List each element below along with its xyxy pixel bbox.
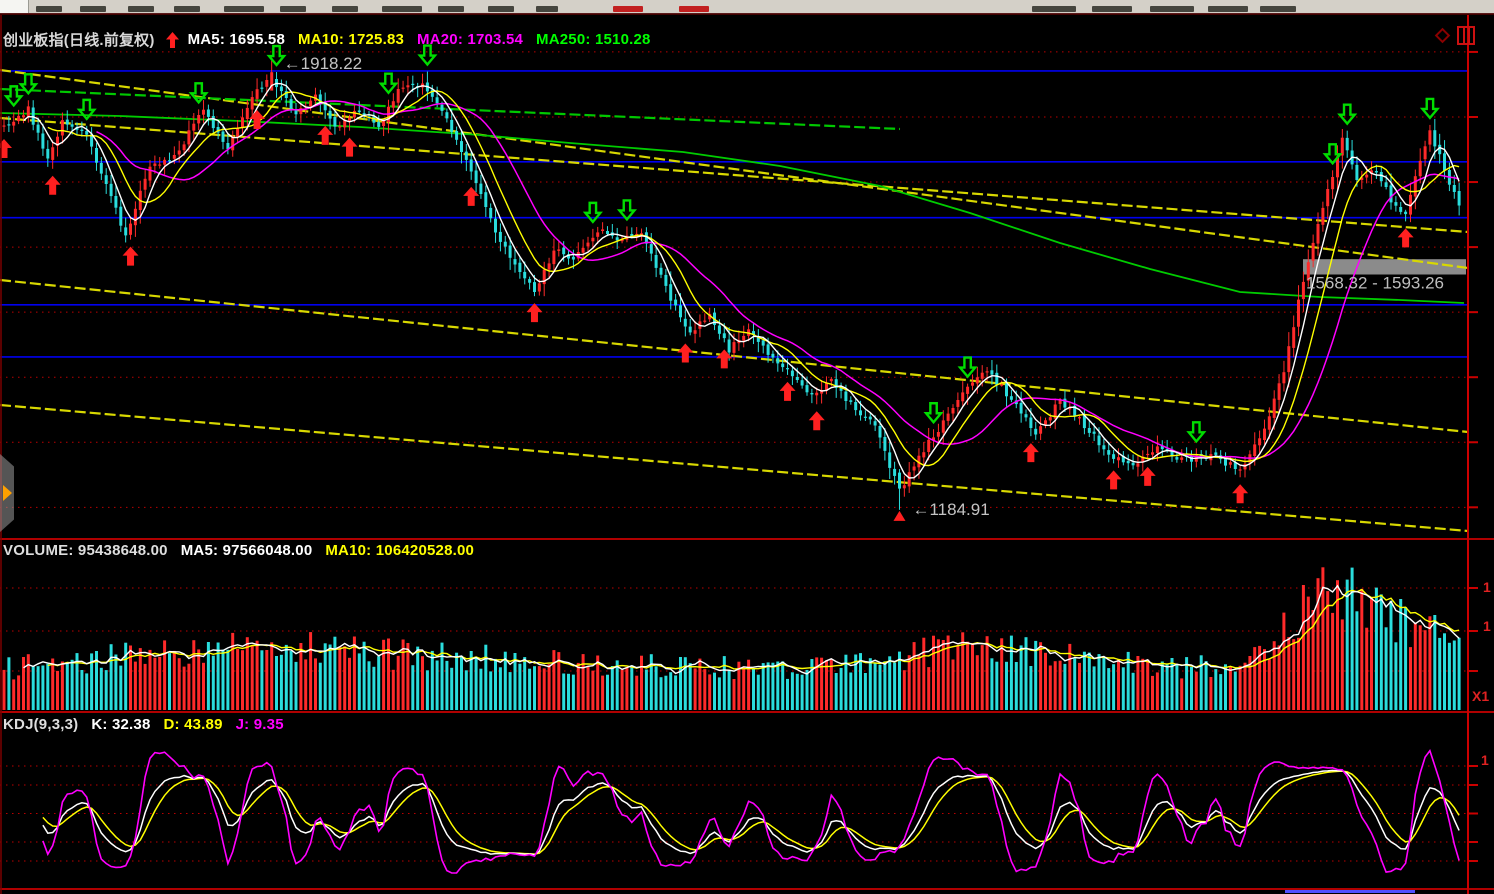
volume-ma5-readout: MA5: 97566048.00 (180, 542, 313, 559)
buy-arrow (317, 125, 334, 145)
volume-bars (2, 567, 1461, 710)
buy-arrow (1105, 470, 1122, 490)
split-view-icon[interactable] (1457, 26, 1476, 45)
sell-arrow (1337, 103, 1358, 126)
main-chart-header: 创业板指(日线.前复权) MA5: 1695.58 MA10: 1725.83 … (3, 29, 664, 50)
sell-arrow (1419, 97, 1441, 120)
signal-arrows (0, 44, 1441, 504)
kdj-header: KDJ(9,3,3) K: 32.38 D: 43.89 J: 9.35 (3, 716, 297, 733)
buy-arrow (779, 381, 796, 401)
volume-multiplier-label: X1 (1472, 688, 1490, 704)
sidebar-expand-handle[interactable] (0, 454, 14, 532)
buy-arrow (122, 246, 139, 266)
volume-ma10-readout: MA10: 106420528.00 (325, 542, 475, 559)
buy-arrow (1397, 228, 1414, 248)
kdj-k-readout: K: 32.38 (91, 716, 151, 733)
chart-corner-tools (1433, 26, 1476, 45)
sell-arrow (378, 72, 399, 95)
buy-arrow (249, 109, 266, 129)
ma20-readout: MA20: 1703.54 (417, 31, 524, 48)
buy-arrow (526, 303, 543, 323)
kdj-lines (42, 748, 1460, 874)
candlestick-series (2, 59, 1461, 510)
volume-readout: VOLUME: 95438648.00 (3, 542, 168, 559)
low-price-label: ←1184.91 (912, 500, 989, 519)
sell-arrow (582, 201, 603, 224)
buy-arrow (1139, 466, 1156, 486)
volume-axis-label-top: 1 (1483, 579, 1491, 595)
volume-axis-label-mid: 1 (1483, 618, 1491, 634)
sell-arrow (188, 82, 209, 105)
ma250-readout: MA250: 1510.28 (536, 31, 651, 48)
ma5-readout: MA5: 1695.58 (187, 31, 286, 48)
sell-arrow (18, 73, 39, 96)
sell-arrow (417, 44, 438, 67)
kdj-label: KDJ(9,3,3) (3, 716, 79, 733)
sell-arrow (923, 402, 944, 425)
kdj-axis-label: 1 (1481, 752, 1489, 768)
high-price-label: ←1918.22 (284, 54, 362, 73)
kdj-j-readout: J: 9.35 (235, 716, 284, 733)
buy-arrow (44, 175, 61, 195)
kdj-d-readout: D: 43.89 (163, 716, 223, 733)
buy-arrow (1232, 484, 1249, 504)
app-icon[interactable] (0, 0, 29, 13)
buy-arrow (0, 139, 12, 159)
buy-arrow (1022, 443, 1039, 463)
selected-range-band (1303, 259, 1466, 275)
buy-arrow (716, 349, 733, 369)
buy-arrow (677, 343, 694, 363)
sell-arrow (616, 199, 638, 222)
range-band-label: 1568.32 - 1593.26 (1306, 274, 1444, 293)
buy-arrow (463, 186, 480, 206)
buy-arrow (808, 411, 825, 431)
volume-header: VOLUME: 95438648.00 MA5: 97566048.00 MA1… (3, 542, 487, 559)
sell-arrow (266, 44, 287, 67)
sell-arrow (1186, 421, 1207, 444)
sell-arrow (1322, 143, 1343, 166)
sell-arrow (957, 356, 978, 379)
ma10-readout: MA10: 1725.83 (298, 31, 405, 48)
instrument-title: 创业板指(日线.前复权) (3, 32, 155, 49)
buy-arrow (341, 137, 358, 157)
buy-signal-icon (165, 31, 179, 48)
expand-arrow-icon (3, 485, 12, 501)
sell-arrow (76, 98, 97, 121)
diamond-marker-icon[interactable] (1433, 26, 1451, 44)
sell-arrow (3, 85, 24, 108)
low-marker (893, 510, 906, 521)
